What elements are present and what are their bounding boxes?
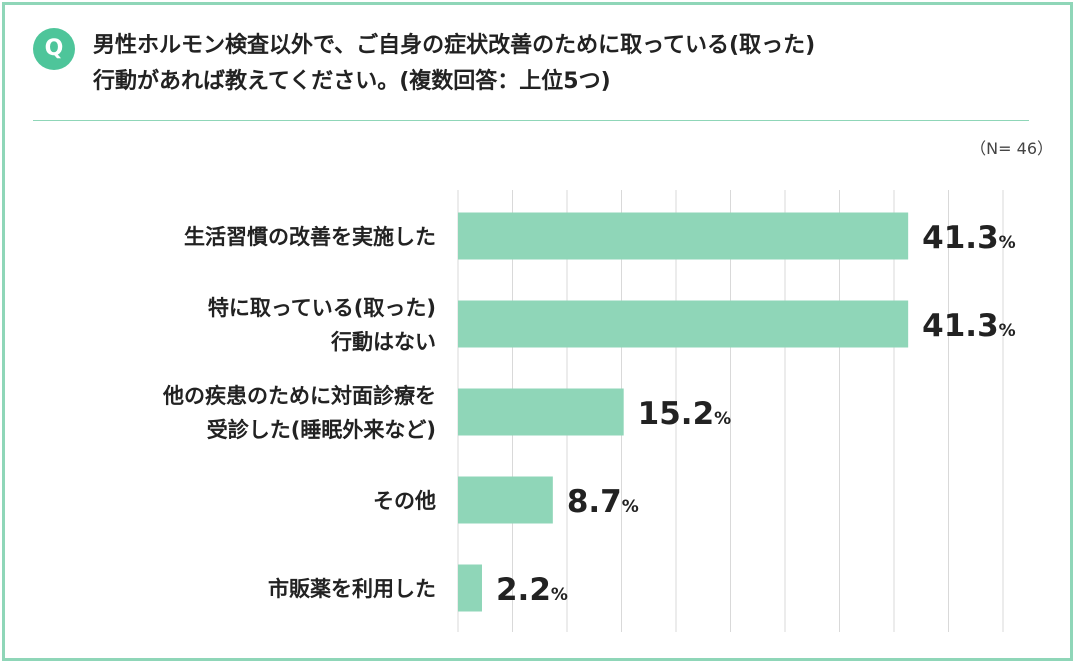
question-line-2: 行動があれば教えてください。(複数回答：上位5つ): [93, 69, 611, 94]
data-label: 8.7%: [567, 484, 639, 520]
data-label-unit: %: [551, 585, 568, 605]
data-label: 15.2%: [638, 396, 732, 432]
data-label: 41.3%: [922, 220, 1016, 256]
data-label: 2.2%: [496, 572, 568, 608]
category-label: 市販薬を利用した: [268, 577, 436, 601]
sample-size-note: （N= 46）: [970, 139, 1053, 158]
header-divider: [33, 120, 1029, 121]
category-label: その他: [373, 489, 436, 513]
question-text: 男性ホルモン検査以外で、ご自身の症状改善のために取っている(取った) 行動があれ…: [93, 28, 1053, 100]
data-label: 41.3%: [922, 308, 1016, 344]
bar: [458, 476, 553, 524]
data-label-value: 8.7: [567, 484, 622, 520]
data-label-unit: %: [999, 233, 1016, 253]
category-label: 行動はない: [330, 330, 436, 354]
bar: [458, 564, 482, 612]
data-label-value: 2.2: [496, 572, 551, 608]
data-label-unit: %: [622, 497, 639, 517]
bar: [458, 300, 909, 348]
question-badge: Q: [33, 28, 75, 70]
bar: [458, 388, 624, 436]
category-label: 他の疾患のために対面診療を: [162, 384, 436, 408]
category-label: 生活習慣の改善を実施した: [184, 225, 436, 249]
data-label-unit: %: [714, 409, 731, 429]
question-line-1: 男性ホルモン検査以外で、ご自身の症状改善のために取っている(取った): [93, 33, 816, 58]
data-label-value: 41.3: [922, 308, 999, 344]
category-label: 特に取っている(取った): [208, 296, 436, 320]
data-label-value: 41.3: [922, 220, 999, 256]
bar: [458, 212, 909, 260]
category-label: 受診した(睡眠外来など): [207, 418, 436, 442]
data-label-value: 15.2: [638, 396, 715, 432]
data-label-unit: %: [999, 321, 1016, 341]
